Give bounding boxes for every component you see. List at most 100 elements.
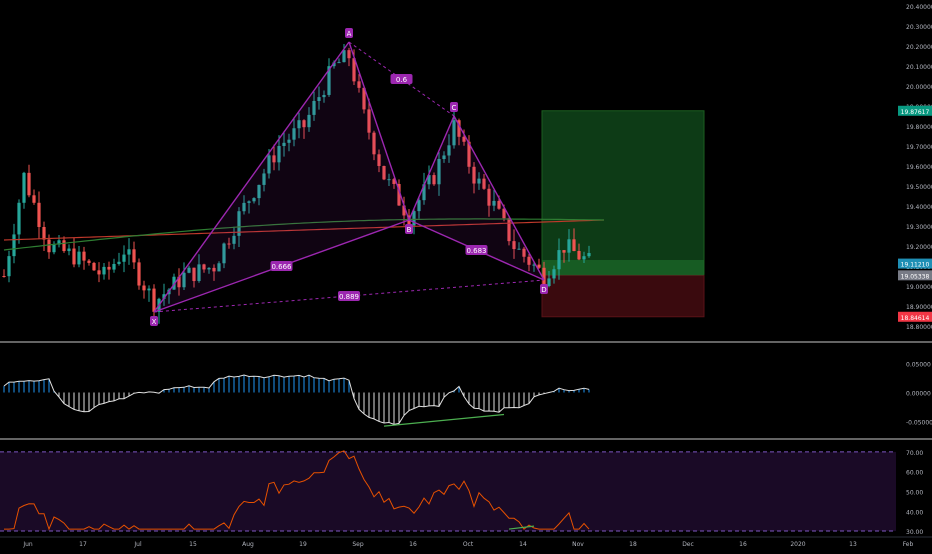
candle-body — [557, 250, 561, 270]
candle-body — [337, 62, 341, 64]
time-tick-label: 16 — [409, 541, 417, 548]
pattern-point-marker — [450, 102, 458, 112]
candle-body — [262, 173, 266, 185]
candle-body — [392, 179, 396, 184]
candle-body — [102, 266, 106, 275]
candle-body — [387, 179, 391, 181]
candle-body — [302, 120, 306, 128]
pattern-leg — [153, 41, 350, 313]
candle-body — [347, 50, 351, 59]
price-tick-label: 18.80000 — [906, 324, 932, 331]
rsi-tick-label: 60.00 — [906, 470, 923, 477]
candle-body — [567, 239, 571, 253]
candle-body — [162, 294, 166, 299]
candle-body — [527, 256, 531, 265]
candle-body — [362, 87, 366, 110]
price-tag-label: 19.05338 — [901, 273, 930, 280]
candle-body — [67, 248, 71, 252]
time-tick-label: 14 — [519, 541, 527, 548]
candle-body — [182, 272, 186, 288]
price-tick-label: 18.90000 — [906, 304, 932, 311]
candle-body — [272, 155, 276, 163]
candle-body — [277, 146, 281, 163]
candle-body — [247, 201, 251, 203]
pattern-leg — [348, 41, 410, 221]
rsi-line — [4, 450, 590, 531]
candle-body — [142, 285, 146, 291]
price-tick-label: 19.00000 — [906, 284, 932, 291]
candle-body — [257, 184, 261, 199]
price-tag-label: 18.84614 — [901, 315, 930, 322]
candle-body — [377, 154, 381, 166]
candle-body — [417, 200, 421, 212]
candle-body — [512, 241, 516, 250]
time-tick-label: Nov — [572, 541, 584, 548]
candle-body — [72, 248, 76, 265]
candle-body — [77, 251, 81, 265]
candle-body — [237, 211, 241, 236]
candle-body — [242, 202, 246, 212]
candle-body — [577, 250, 581, 260]
candle-body — [27, 172, 31, 196]
candle-body — [132, 249, 136, 263]
ratio-label-bg — [390, 74, 413, 84]
candle-body — [412, 211, 416, 226]
price-tick-label: 19.50000 — [906, 184, 932, 191]
pattern-point-label: C — [452, 104, 457, 112]
candle-body — [222, 243, 226, 264]
candle-body — [572, 239, 576, 251]
pattern-point-label: X — [152, 318, 157, 326]
candle-body — [522, 248, 526, 257]
ratio-label: 0.666 — [271, 263, 292, 271]
time-tick-label: Sep — [352, 541, 364, 548]
candle-body — [292, 128, 296, 140]
rsi-divergence-line — [508, 525, 535, 530]
candle-body — [352, 58, 356, 82]
candle-body — [297, 120, 301, 129]
time-tick-label: 19 — [299, 541, 307, 548]
candle-body — [457, 120, 461, 137]
candle-body — [562, 250, 566, 253]
candle-body — [307, 114, 311, 128]
candle-body — [2, 276, 6, 277]
candle-body — [17, 202, 21, 235]
candle-body — [212, 267, 216, 272]
pattern-point-marker — [150, 316, 158, 326]
ratio-label-bg — [270, 261, 293, 271]
candle-body — [52, 244, 56, 253]
candle-body — [137, 262, 141, 286]
candle-body — [152, 288, 156, 312]
candle-body — [397, 183, 401, 206]
candle-body — [542, 267, 546, 286]
candle-body — [267, 155, 271, 174]
candle-body — [322, 94, 326, 98]
time-tick-label: 2020 — [790, 541, 805, 548]
price-tag-label: 19.11210 — [901, 262, 930, 269]
price-tick-label: 19.80000 — [906, 124, 932, 131]
time-tick-label: Aug — [242, 541, 254, 548]
candle-body — [492, 200, 496, 206]
time-tick-label: 17 — [79, 541, 87, 548]
candle-body — [367, 109, 371, 133]
candle-body — [482, 178, 486, 189]
pattern-leg — [453, 115, 545, 281]
candle-body — [317, 97, 321, 101]
position-profit-zone — [541, 110, 705, 276]
price-tick-label: 19.60000 — [906, 164, 932, 171]
pattern-ratio-line — [153, 279, 545, 313]
price-tick-label: 19.70000 — [906, 144, 932, 151]
candle-body — [357, 81, 361, 88]
price-tick-label: 19.30000 — [906, 224, 932, 231]
pattern-point-marker — [540, 284, 548, 294]
candle-body — [402, 205, 406, 216]
pattern-point-label: A — [347, 30, 352, 38]
candle-body — [187, 267, 191, 273]
macd-line — [3, 374, 590, 425]
candle-body — [312, 100, 316, 115]
macd-divergence-line — [383, 413, 505, 427]
price-tick-label: 19.40000 — [906, 204, 932, 211]
candle-body — [92, 262, 96, 271]
pattern-point-label: D — [541, 286, 546, 294]
moving-average-line — [3, 218, 605, 251]
